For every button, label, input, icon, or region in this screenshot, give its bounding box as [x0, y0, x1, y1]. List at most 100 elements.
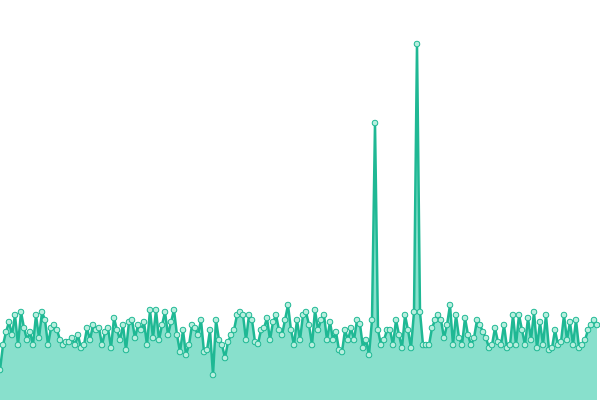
- data-point: [242, 336, 250, 344]
- data-point: [455, 334, 463, 342]
- data-point: [518, 326, 526, 334]
- data-point: [470, 334, 478, 342]
- data-point: [362, 336, 370, 344]
- data-point: [263, 314, 271, 322]
- data-point: [314, 326, 322, 334]
- data-point: [197, 316, 205, 324]
- data-point: [401, 311, 409, 319]
- data-point: [506, 341, 514, 349]
- data-point: [293, 316, 301, 324]
- area-line: [0, 42, 599, 377]
- data-point: [275, 326, 283, 334]
- data-point: [473, 316, 481, 324]
- data-point: [194, 331, 202, 339]
- data-point: [74, 331, 82, 339]
- data-point: [53, 326, 61, 334]
- data-point: [281, 316, 289, 324]
- data-point: [146, 306, 154, 314]
- data-point: [527, 336, 535, 344]
- data-point: [593, 321, 600, 329]
- data-point: [215, 336, 223, 344]
- data-point: [44, 341, 52, 349]
- data-point: [29, 341, 37, 349]
- data-point: [572, 316, 580, 324]
- data-point: [80, 341, 88, 349]
- data-point: [113, 326, 121, 334]
- data-point: [269, 318, 277, 326]
- data-point: [332, 328, 340, 336]
- data-point: [221, 354, 229, 362]
- data-point: [41, 316, 49, 324]
- data-point: [158, 321, 166, 329]
- data-point: [368, 316, 376, 324]
- data-point: [488, 341, 496, 349]
- data-point: [392, 316, 400, 324]
- data-point: [38, 308, 46, 316]
- data-point: [284, 301, 292, 309]
- data-point: [560, 311, 568, 319]
- data-point: [14, 341, 22, 349]
- data-point: [290, 341, 298, 349]
- data-point: [338, 348, 346, 356]
- data-point: [212, 316, 220, 324]
- data-point: [374, 326, 382, 334]
- data-point: [449, 341, 457, 349]
- data-point: [482, 334, 490, 342]
- data-point: [359, 344, 367, 352]
- data-point: [161, 308, 169, 316]
- data-point: [428, 324, 436, 332]
- data-point: [437, 316, 445, 324]
- data-point: [398, 344, 406, 352]
- data-point: [566, 318, 574, 326]
- data-point: [407, 344, 415, 352]
- data-point: [524, 314, 532, 322]
- data-point: [152, 306, 160, 314]
- data-point: [131, 334, 139, 342]
- data-point: [98, 341, 106, 349]
- data-point: [467, 341, 475, 349]
- data-point: [581, 336, 589, 344]
- data-point: [377, 341, 385, 349]
- data-point: [548, 344, 556, 352]
- data-point: [107, 344, 115, 352]
- data-point: [32, 311, 40, 319]
- data-point: [323, 336, 331, 344]
- data-point: [119, 321, 127, 329]
- data-point: [590, 316, 598, 324]
- data-point: [104, 324, 112, 332]
- data-point: [491, 324, 499, 332]
- data-point: [206, 326, 214, 334]
- data-point: [230, 326, 238, 334]
- data-point: [8, 331, 16, 339]
- data-point: [305, 321, 313, 329]
- data-point: [530, 308, 538, 316]
- data-point: [512, 341, 520, 349]
- data-point: [140, 318, 148, 326]
- data-point: [179, 326, 187, 334]
- data-point: [302, 308, 310, 316]
- data-point: [155, 336, 163, 344]
- data-point: [239, 311, 247, 319]
- data-point: [410, 308, 418, 316]
- data-point: [341, 326, 349, 334]
- data-point: [464, 331, 472, 339]
- data-point: [461, 314, 469, 322]
- data-point: [128, 316, 136, 324]
- data-point: [395, 331, 403, 339]
- data-point: [218, 341, 226, 349]
- data-point: [182, 351, 190, 359]
- data-point: [95, 324, 103, 332]
- data-point: [509, 311, 517, 319]
- data-point: [2, 328, 10, 336]
- data-point: [317, 316, 325, 324]
- data-point: [347, 324, 355, 332]
- data-point: [266, 336, 274, 344]
- data-point: [176, 348, 184, 356]
- data-point: [50, 321, 58, 329]
- data-point: [308, 341, 316, 349]
- data-point: [386, 326, 394, 334]
- data-point: [173, 331, 181, 339]
- data-point: [17, 308, 25, 316]
- data-point: [143, 341, 151, 349]
- data-point: [416, 308, 424, 316]
